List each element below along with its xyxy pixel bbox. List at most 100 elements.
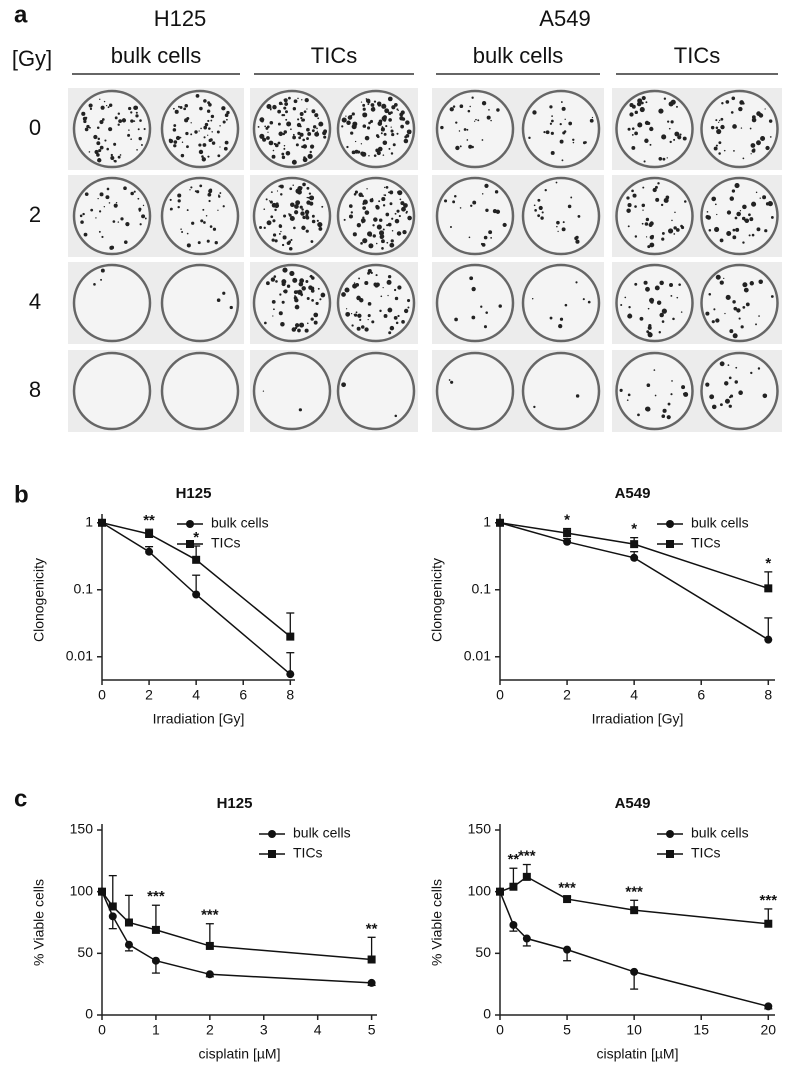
- colony: [388, 118, 392, 122]
- colony: [173, 124, 177, 127]
- colony: [549, 122, 553, 125]
- colony: [480, 305, 483, 308]
- colony: [361, 151, 367, 157]
- colony: [301, 286, 306, 291]
- colony: [364, 280, 369, 286]
- colony: [357, 314, 361, 317]
- group-label: bulk cells: [473, 43, 563, 68]
- legend-marker: [268, 830, 276, 838]
- x-tick-label: 10: [626, 1022, 642, 1038]
- colony: [264, 125, 267, 128]
- colony: [341, 382, 346, 388]
- colony: [344, 287, 350, 293]
- colony: [387, 274, 392, 279]
- significance: ***: [760, 892, 778, 909]
- colony: [106, 187, 110, 191]
- colony: [293, 226, 296, 230]
- colony: [372, 234, 376, 238]
- colony: [355, 283, 360, 287]
- colony: [279, 293, 282, 296]
- colony: [740, 325, 744, 329]
- colony: [463, 128, 467, 131]
- colony: [770, 295, 774, 298]
- colony: [391, 229, 394, 232]
- colony: [740, 127, 743, 129]
- colony: [381, 103, 387, 109]
- colony: [302, 182, 306, 187]
- colony: [572, 141, 575, 144]
- colony: [186, 116, 190, 121]
- colony: [667, 228, 674, 234]
- colony: [113, 203, 118, 208]
- colony: [564, 118, 566, 120]
- colony: [346, 145, 349, 149]
- colony: [302, 138, 306, 142]
- legend-marker: [186, 540, 194, 548]
- plate: [435, 176, 515, 256]
- legend-label: TICs: [691, 535, 721, 551]
- x-tick-label: 8: [764, 687, 772, 703]
- colony: [381, 115, 387, 122]
- colony: [647, 325, 652, 330]
- colony: [449, 107, 454, 112]
- colony: [362, 103, 366, 107]
- colony: [203, 221, 206, 224]
- marker: [630, 967, 639, 976]
- colony: [637, 413, 640, 417]
- colony: [135, 114, 139, 118]
- colony: [644, 222, 649, 226]
- colony: [770, 216, 774, 219]
- colony: [203, 99, 207, 103]
- colony: [96, 141, 101, 146]
- colony: [367, 302, 372, 306]
- plate: [72, 351, 152, 431]
- colony: [745, 302, 750, 307]
- colony: [756, 140, 761, 146]
- y-tick-label: 0.01: [66, 647, 93, 663]
- colony: [373, 217, 378, 222]
- colony: [96, 126, 100, 129]
- colony: [318, 226, 323, 231]
- colony: [292, 107, 297, 111]
- colony: [677, 135, 682, 140]
- colony: [108, 127, 113, 132]
- colony: [371, 197, 374, 200]
- colony: [274, 239, 278, 243]
- panel-label: b: [14, 481, 29, 508]
- colony: [729, 329, 734, 334]
- colony: [283, 98, 288, 103]
- colony: [369, 119, 374, 123]
- colony: [742, 241, 745, 244]
- colony: [558, 324, 563, 329]
- marker: [145, 547, 154, 556]
- colony: [211, 141, 216, 145]
- colony: [564, 303, 568, 307]
- colony: [286, 241, 291, 246]
- colony: [141, 143, 143, 146]
- colony: [391, 105, 396, 110]
- colony: [354, 190, 358, 194]
- colony: [684, 200, 687, 203]
- colony: [380, 132, 383, 135]
- colony: [199, 106, 203, 111]
- colony: [670, 120, 674, 124]
- colony: [280, 321, 285, 327]
- colony: [730, 111, 734, 114]
- colony: [405, 210, 408, 213]
- colony: [297, 97, 299, 100]
- marker: [630, 553, 639, 562]
- colony: [382, 140, 388, 146]
- dose-unit: [Gy]: [12, 46, 52, 71]
- colony: [738, 317, 741, 320]
- colony: [768, 201, 772, 205]
- colony: [173, 144, 177, 148]
- colony: [381, 239, 385, 244]
- legend-label: TICs: [691, 845, 721, 861]
- colony: [283, 147, 286, 150]
- colony: [201, 157, 206, 162]
- colony: [407, 306, 410, 309]
- colony: [674, 131, 680, 137]
- colony: [174, 109, 179, 114]
- colony: [705, 382, 710, 387]
- colony: [734, 216, 738, 220]
